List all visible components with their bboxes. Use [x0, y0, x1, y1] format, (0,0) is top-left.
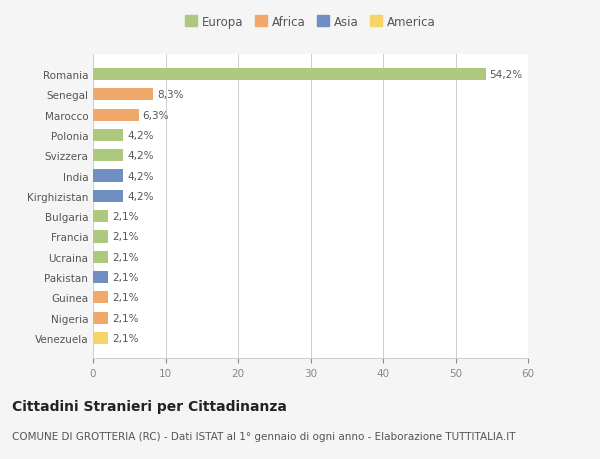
Bar	[93, 251, 108, 263]
Text: 2,1%: 2,1%	[112, 273, 139, 282]
Bar	[93, 150, 124, 162]
Text: 2,1%: 2,1%	[112, 333, 139, 343]
Text: 8,3%: 8,3%	[157, 90, 184, 100]
Bar	[93, 190, 124, 202]
Bar	[93, 89, 153, 101]
Text: 2,1%: 2,1%	[112, 252, 139, 262]
Text: 4,2%: 4,2%	[127, 131, 154, 140]
Text: 2,1%: 2,1%	[112, 212, 139, 222]
Text: 4,2%: 4,2%	[127, 191, 154, 202]
Bar	[93, 312, 108, 324]
Text: 2,1%: 2,1%	[112, 313, 139, 323]
Text: Cittadini Stranieri per Cittadinanza: Cittadini Stranieri per Cittadinanza	[12, 399, 287, 413]
Bar	[93, 170, 124, 182]
Bar	[93, 129, 124, 142]
Bar	[93, 211, 108, 223]
Legend: Europa, Africa, Asia, America: Europa, Africa, Asia, America	[185, 16, 436, 28]
Text: 2,1%: 2,1%	[112, 293, 139, 302]
Text: 54,2%: 54,2%	[490, 70, 523, 80]
Text: 4,2%: 4,2%	[127, 171, 154, 181]
Text: 2,1%: 2,1%	[112, 232, 139, 242]
Bar	[93, 69, 486, 81]
Bar	[93, 291, 108, 304]
Bar	[93, 109, 139, 122]
Bar	[93, 271, 108, 284]
Bar	[93, 332, 108, 344]
Text: COMUNE DI GROTTERIA (RC) - Dati ISTAT al 1° gennaio di ogni anno - Elaborazione : COMUNE DI GROTTERIA (RC) - Dati ISTAT al…	[12, 431, 515, 442]
Bar	[93, 231, 108, 243]
Text: 4,2%: 4,2%	[127, 151, 154, 161]
Text: 6,3%: 6,3%	[142, 111, 169, 120]
